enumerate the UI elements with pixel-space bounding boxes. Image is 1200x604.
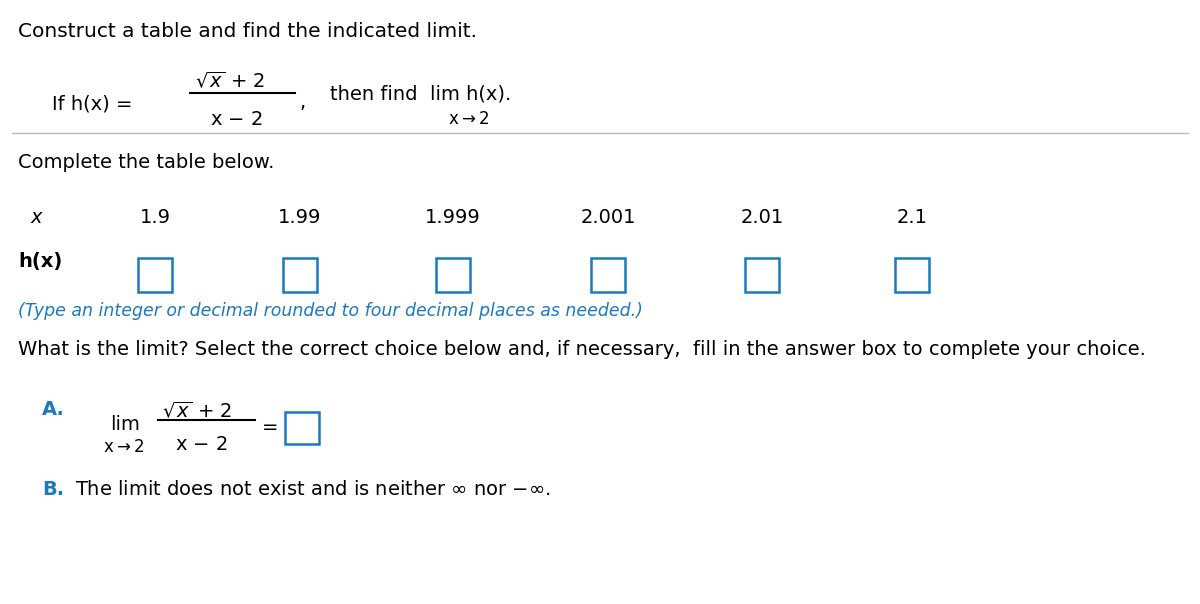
Text: $\sqrt{x}$ + 2: $\sqrt{x}$ + 2 bbox=[194, 70, 265, 91]
Text: h(x): h(x) bbox=[18, 252, 62, 271]
Text: What is the limit? Select the correct choice below and, if necessary,  fill in t: What is the limit? Select the correct ch… bbox=[18, 340, 1146, 359]
Text: The limit does not exist and is neither $\infty$ nor $-\infty$.: The limit does not exist and is neither … bbox=[74, 480, 551, 499]
Text: A.: A. bbox=[42, 400, 65, 419]
Text: ,: , bbox=[300, 93, 306, 112]
Text: then find  lim h(x).: then find lim h(x). bbox=[330, 85, 511, 104]
Bar bbox=[895, 258, 929, 292]
Text: 1.999: 1.999 bbox=[425, 208, 481, 227]
Text: x$\rightarrow$2: x$\rightarrow$2 bbox=[448, 110, 490, 128]
Bar bbox=[592, 258, 625, 292]
Text: Complete the table below.: Complete the table below. bbox=[18, 153, 275, 172]
Text: Construct a table and find the indicated limit.: Construct a table and find the indicated… bbox=[18, 22, 478, 41]
Text: 1.9: 1.9 bbox=[139, 208, 170, 227]
Bar bbox=[286, 412, 319, 444]
Text: =: = bbox=[262, 418, 278, 437]
Text: (Type an integer or decimal rounded to four decimal places as needed.): (Type an integer or decimal rounded to f… bbox=[18, 302, 643, 320]
Text: B.: B. bbox=[42, 480, 64, 499]
Bar bbox=[745, 258, 779, 292]
Text: 2.01: 2.01 bbox=[740, 208, 784, 227]
Text: 2.001: 2.001 bbox=[581, 208, 636, 227]
Text: x: x bbox=[30, 208, 42, 227]
Text: x $-$ 2: x $-$ 2 bbox=[175, 435, 228, 454]
Bar bbox=[138, 258, 172, 292]
Text: $\sqrt{x}$ + 2: $\sqrt{x}$ + 2 bbox=[162, 400, 232, 421]
Bar bbox=[436, 258, 470, 292]
Text: lim: lim bbox=[110, 415, 140, 434]
Bar bbox=[283, 258, 317, 292]
Text: If h(x) =: If h(x) = bbox=[52, 95, 132, 114]
Text: 2.1: 2.1 bbox=[896, 208, 928, 227]
Text: x$\rightarrow$2: x$\rightarrow$2 bbox=[103, 438, 144, 456]
Text: 1.99: 1.99 bbox=[278, 208, 322, 227]
Text: x $-$ 2: x $-$ 2 bbox=[210, 110, 263, 129]
